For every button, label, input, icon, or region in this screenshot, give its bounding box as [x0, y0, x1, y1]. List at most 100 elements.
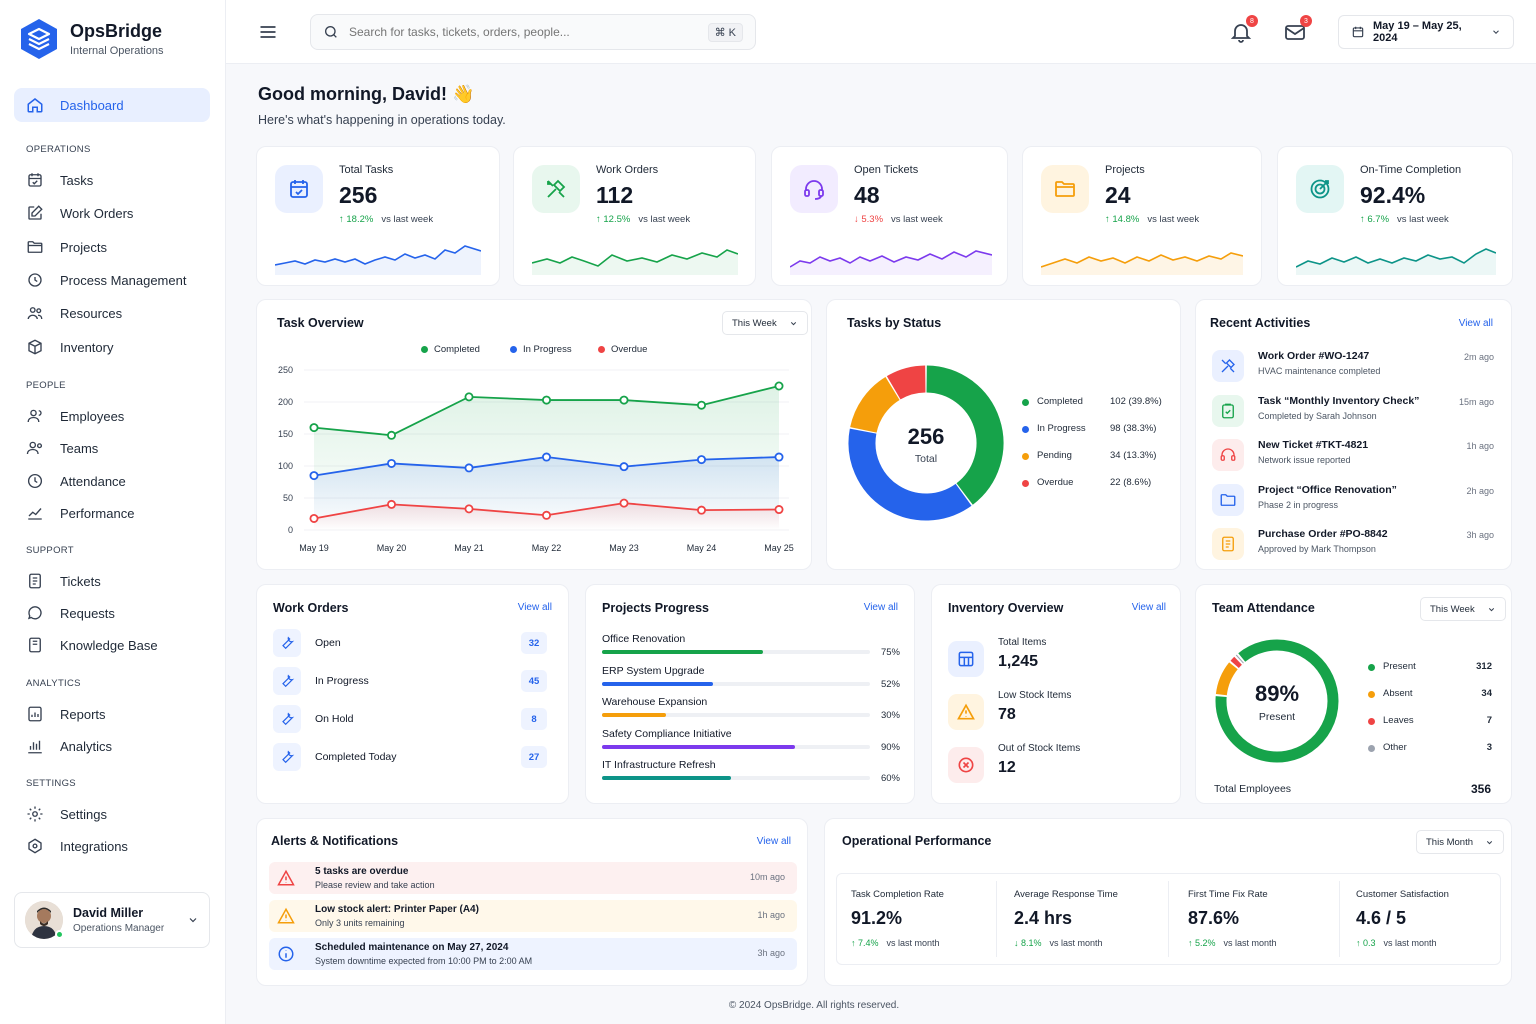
wo-label: On Hold — [315, 713, 354, 725]
legend-value: 7 — [1486, 715, 1492, 726]
project-progress-row[interactable]: IT Infrastructure Refresh 60% — [602, 759, 902, 785]
dropdown-value: This Month — [1426, 836, 1473, 848]
sidebar-item-analytics[interactable]: Analytics — [14, 729, 210, 763]
data-point — [309, 471, 319, 481]
sidebar-item-dashboard[interactable]: Dashboard — [14, 88, 210, 122]
inventory-stat-total[interactable]: Total Items 1,245 — [948, 637, 1148, 681]
work-order-row-completed-today[interactable]: Completed Today 27 — [273, 741, 553, 773]
activity-item[interactable]: Task “Monthly Inventory Check” Completed… — [1212, 393, 1494, 433]
alert-time: 3h ago — [757, 948, 785, 958]
message-badge: 3 — [1300, 15, 1312, 27]
clock-icon — [27, 473, 43, 489]
sidebar-item-integrations[interactable]: Integrations — [14, 829, 210, 863]
sidebar-item-resources[interactable]: Resources — [14, 296, 210, 330]
work-order-row-on-hold[interactable]: On Hold 8 — [273, 703, 553, 735]
recent-view-all-link[interactable]: View all — [1458, 318, 1493, 329]
work-order-row-in-progress[interactable]: In Progress 45 — [273, 665, 553, 697]
date-range-picker[interactable]: May 19 – May 25, 2024 — [1338, 15, 1514, 49]
progress-fill — [602, 681, 714, 686]
brand-name: OpsBridge — [70, 21, 163, 41]
activity-item[interactable]: Work Order #WO-1247 HVAC maintenance com… — [1212, 348, 1494, 388]
legend-label: Overdue — [611, 344, 648, 355]
kpi-card-work-orders[interactable]: Work Orders 112 ↑ 12.5% vs last week — [513, 146, 756, 286]
sidebar-item-knowledge-base[interactable]: Knowledge Base — [14, 628, 210, 662]
kpi-card-projects[interactable]: Projects 24 ↑ 14.8% vs last week — [1022, 146, 1262, 286]
legend-label: In Progress — [1037, 423, 1086, 434]
sidebar-item-employees[interactable]: Employees — [14, 399, 210, 433]
kpi-change-value: ↓ 5.3% — [854, 214, 884, 225]
sidebar-item-label: Settings — [60, 806, 107, 822]
attendance-filter-dropdown[interactable]: This Week — [1420, 597, 1506, 621]
grid-box-icon — [958, 651, 974, 667]
y-tick-label: 250 — [278, 365, 293, 375]
card-title: Projects Progress — [602, 601, 709, 615]
performance-metrics-panel — [836, 873, 1501, 965]
chevron-down-icon — [189, 918, 197, 923]
sidebar-item-performance[interactable]: Performance — [14, 496, 210, 530]
activity-item[interactable]: New Ticket #TKT-4821 Network issue repor… — [1212, 437, 1494, 477]
sparkline-chart — [790, 250, 992, 275]
legend-label: Pending — [1037, 450, 1072, 461]
activity-item[interactable]: Project “Office Renovation” Phase 2 in p… — [1212, 482, 1494, 522]
kpi-card-open-tickets[interactable]: Open Tickets 48 ↓ 5.3% vs last week — [771, 146, 1008, 286]
brand[interactable]: OpsBridge Internal Operations — [18, 18, 164, 60]
inventory-stat-out-of-stock[interactable]: Out of Stock Items 12 — [948, 743, 1148, 787]
project-progress-row[interactable]: Warehouse Expansion 30% — [602, 696, 902, 722]
project-progress-row[interactable]: ERP System Upgrade 52% — [602, 665, 902, 691]
status-legend-item: Completed 102 (39.8%) — [1022, 396, 1162, 410]
sidebar-item-work-orders[interactable]: Work Orders — [14, 196, 210, 230]
nav-section-people: PEOPLE — [26, 380, 66, 391]
card-title: Team Attendance — [1212, 601, 1315, 615]
sidebar-item-inventory[interactable]: Inventory — [14, 330, 210, 364]
info-circle-icon — [278, 946, 294, 962]
hamburger-menu-icon[interactable] — [258, 22, 278, 42]
search-bar[interactable]: ⌘ K — [310, 14, 756, 50]
data-point — [464, 463, 474, 473]
sidebar-item-requests[interactable]: Requests — [14, 596, 210, 630]
donut-total-label: Total — [914, 453, 938, 465]
sidebar-item-reports[interactable]: Reports — [14, 697, 210, 731]
x-tick-label: May 19 — [299, 543, 329, 553]
sidebar-item-tickets[interactable]: Tickets — [14, 564, 210, 598]
book-icon — [29, 637, 41, 653]
legend-dot — [1022, 453, 1029, 460]
kpi-change-value: ↑ 12.5% — [596, 214, 631, 225]
activity-time: 3h ago — [1466, 530, 1494, 540]
task-overview-filter-dropdown[interactable]: This Week — [722, 311, 808, 335]
kpi-value: 48 — [854, 182, 880, 208]
activity-time: 2m ago — [1463, 352, 1494, 362]
folder-icon — [1055, 181, 1075, 197]
sidebar-item-tasks[interactable]: Tasks — [14, 163, 210, 197]
kpi-card-total-tasks[interactable]: Total Tasks 256 ↑ 18.2% vs last week — [256, 146, 500, 286]
operational-filter-dropdown[interactable]: This Month — [1416, 830, 1504, 854]
search-input[interactable] — [349, 25, 698, 39]
inventory-view-all-link[interactable]: View all — [1131, 602, 1166, 613]
work-orders-view-all-link[interactable]: View all — [517, 602, 552, 613]
users-group-icon — [27, 307, 43, 320]
project-progress-row[interactable]: Office Renovation 75% — [602, 633, 902, 659]
messages-button[interactable]: 3 — [1283, 15, 1312, 44]
sparkline-chart — [1296, 248, 1496, 275]
sidebar-item-settings[interactable]: Settings — [14, 797, 210, 831]
user-profile-menu[interactable]: David Miller Operations Manager — [14, 892, 210, 948]
legend-item-completed: Completed — [421, 344, 502, 355]
work-order-row-open[interactable]: Open 32 — [273, 627, 553, 659]
sidebar-item-attendance[interactable]: Attendance — [14, 464, 210, 498]
inventory-stat-low-stock[interactable]: Low Stock Items 78 — [948, 690, 1148, 734]
card-title: Work Orders — [273, 601, 349, 615]
alert-item-overdue[interactable]: 5 tasks are overdue Please review and ta… — [269, 862, 797, 894]
alert-item-low-stock[interactable]: Low stock alert: Printer Paper (A4) Only… — [269, 900, 797, 932]
sidebar-item-teams[interactable]: Teams — [14, 431, 210, 465]
activity-item[interactable]: Purchase Order #PO-8842 Approved by Mark… — [1212, 526, 1494, 566]
projects-view-all-link[interactable]: View all — [863, 602, 898, 613]
alerts-view-all-link[interactable]: View all — [756, 836, 791, 847]
alert-item-maintenance[interactable]: Scheduled maintenance on May 27, 2024 Sy… — [269, 938, 797, 970]
kpi-card-on-time-completion[interactable]: On-Time Completion 92.4% ↑ 6.7% vs last w… — [1277, 146, 1513, 286]
inventory-icon-wrap — [948, 747, 984, 783]
sidebar-item-projects[interactable]: Projects — [14, 230, 210, 264]
sidebar-item-process-management[interactable]: Process Management — [14, 263, 210, 297]
report-icon — [28, 706, 42, 722]
notifications-button[interactable]: 8 — [1229, 15, 1258, 44]
project-progress-row[interactable]: Safety Compliance Initiative 90% — [602, 728, 902, 754]
project-name: Office Renovation — [602, 633, 686, 645]
